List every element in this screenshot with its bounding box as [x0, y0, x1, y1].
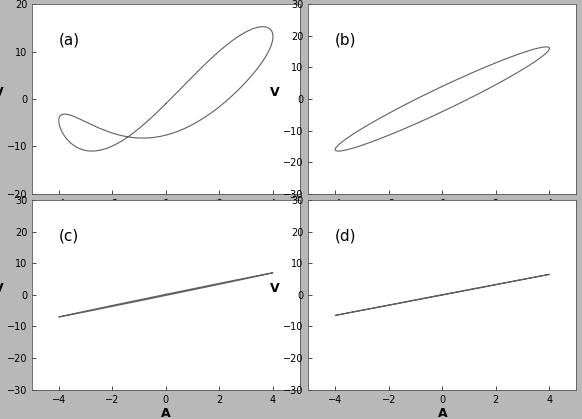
Y-axis label: V: V: [270, 86, 279, 99]
Text: (a): (a): [59, 33, 80, 48]
Y-axis label: V: V: [0, 86, 3, 99]
Text: (b): (b): [335, 33, 357, 48]
Y-axis label: V: V: [270, 282, 279, 295]
X-axis label: A: A: [161, 407, 171, 419]
Text: (d): (d): [335, 228, 357, 243]
X-axis label: A: A: [438, 212, 447, 225]
X-axis label: A: A: [438, 407, 447, 419]
Text: (c): (c): [59, 228, 79, 243]
X-axis label: A: A: [161, 212, 171, 225]
Y-axis label: V: V: [0, 282, 3, 295]
